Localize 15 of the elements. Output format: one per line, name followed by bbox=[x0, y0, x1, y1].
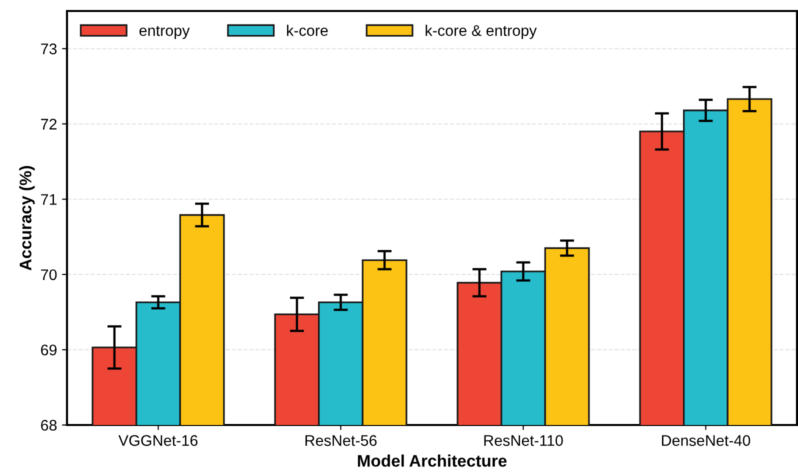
x-tick-label: DenseNet-40 bbox=[662, 435, 750, 446]
y-tick-label: 68 bbox=[41, 420, 57, 431]
x-tick-label: VGGNet-16 bbox=[118, 435, 198, 446]
y-tick-label: 70 bbox=[41, 269, 57, 280]
y-axis-title: Accuracy (%) bbox=[19, 166, 35, 270]
x-tick-label: ResNet-110 bbox=[484, 435, 563, 446]
legend-label: entropy bbox=[139, 26, 190, 39]
y-tick-label: 72 bbox=[41, 118, 57, 130]
y-tick-label: 69 bbox=[41, 344, 57, 356]
y-tick-label: 73 bbox=[41, 44, 57, 54]
legend-label: k-core & entropy bbox=[426, 24, 537, 39]
legend-label: k-core bbox=[287, 24, 328, 36]
x-axis-title: Model Architecture bbox=[358, 454, 507, 467]
x-tick-label: ResNet-56 bbox=[305, 435, 377, 446]
y-tick-label: 71 bbox=[41, 194, 57, 205]
